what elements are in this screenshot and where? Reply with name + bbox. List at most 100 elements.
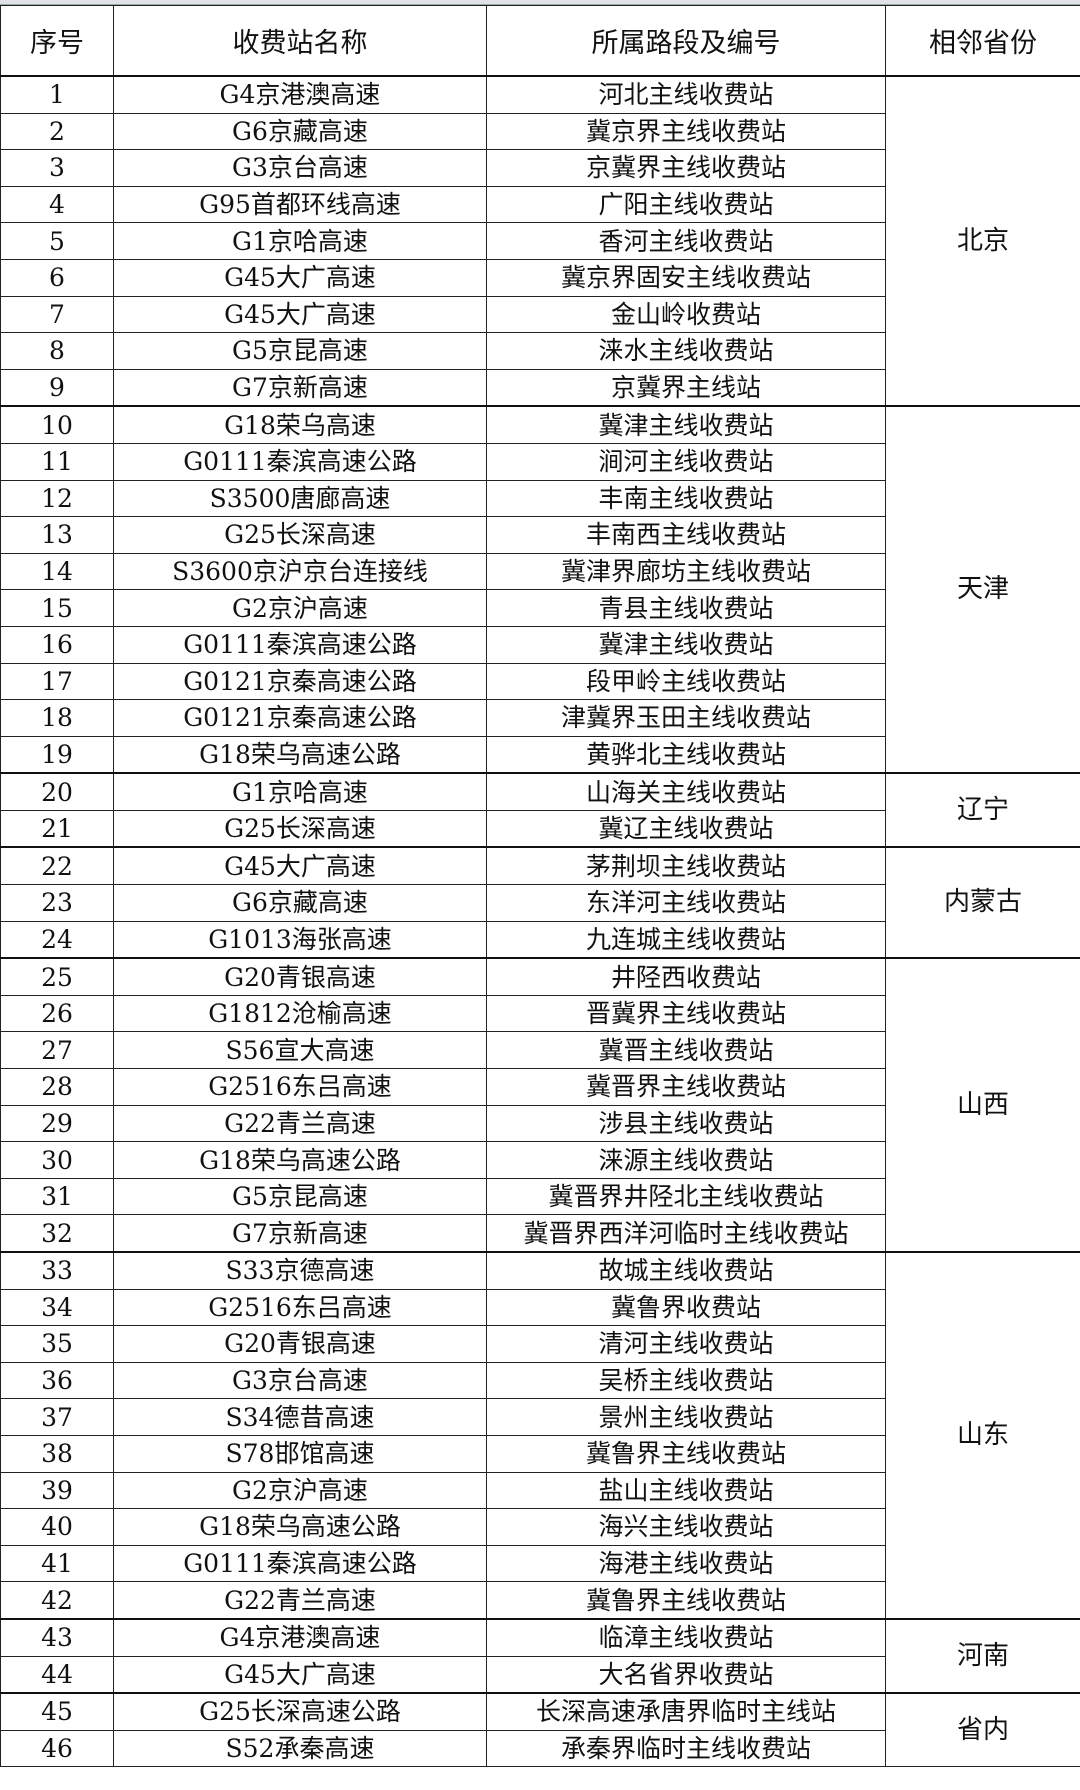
row-road-section: 冀晋界井陉北主线收费站 (486, 1177, 886, 1216)
table-row: 15 G2京沪高速 青县主线收费站 (0, 589, 1080, 627)
table-row: 45 G25长深高速公路 长深高速承唐界临时主线站 省内 (0, 1692, 1080, 1768)
table-row: 4 G95首都环线高速 广阳主线收费站 (0, 185, 1080, 224)
table-row: 43 G4京港澳高速 临漳主线收费站 河南 (0, 1617, 1080, 1694)
row-station-name: G2京沪高速 (113, 1471, 487, 1510)
row-index: 16 (0, 625, 114, 664)
row-road-section: 广阳主线收费站 (486, 185, 886, 224)
row-road-section: 故城主线收费站 (486, 1250, 886, 1290)
row-road-section: 青县主线收费站 (486, 589, 886, 627)
row-road-section: 冀津主线收费站 (486, 625, 886, 664)
row-road-section: 黄骅北主线收费站 (486, 735, 886, 774)
row-index: 34 (0, 1288, 114, 1327)
row-index: 5 (0, 222, 114, 260)
row-road-section: 冀晋界西洋河临时主线收费站 (486, 1214, 886, 1253)
row-road-section: 河北主线收费站 (486, 74, 886, 114)
table-row: 14 S3600京沪京台连接线 冀津界廊坊主线收费站 (0, 552, 1080, 591)
row-index: 23 (0, 884, 114, 922)
row-index: 32 (0, 1214, 114, 1253)
row-road-section: 景州主线收费站 (486, 1398, 886, 1436)
row-index: 9 (0, 368, 114, 407)
table-row: 2 G6京藏高速 冀京界主线收费站 (0, 112, 1080, 151)
row-station-name: G7京新高速 (113, 368, 487, 407)
row-adjacent-province: 河南 (885, 1617, 1080, 1694)
row-road-section: 冀鲁界收费站 (486, 1288, 886, 1327)
row-station-name: S33京德高速 (113, 1250, 487, 1290)
table-row: 38 S78邯馆高速 冀鲁界主线收费站 (0, 1434, 1080, 1473)
row-road-section: 丰南西主线收费站 (486, 516, 886, 554)
table-row: 16 G0111秦滨高速公路 冀津主线收费站 (0, 625, 1080, 664)
row-index: 29 (0, 1104, 114, 1143)
table-row: 13 G25长深高速 丰南西主线收费站 (0, 516, 1080, 554)
row-index: 17 (0, 662, 114, 701)
row-index: 13 (0, 516, 114, 554)
row-station-name: G25长深高速公路 (113, 1692, 487, 1731)
row-index: 19 (0, 735, 114, 774)
table-row: 28 G2516东吕高速 冀晋界主线收费站 (0, 1068, 1080, 1106)
row-road-section: 涞水主线收费站 (486, 332, 886, 370)
row-index: 35 (0, 1325, 114, 1363)
table-row: 30 G18荣乌高速公路 涞源主线收费站 (0, 1141, 1080, 1179)
row-index: 2 (0, 112, 114, 151)
row-road-section: 涞源主线收费站 (486, 1141, 886, 1179)
row-station-name: G22青兰高速 (113, 1581, 487, 1620)
table-row: 42 G22青兰高速 冀鲁界主线收费站 (0, 1581, 1080, 1620)
row-road-section: 山海关主线收费站 (486, 772, 886, 811)
row-station-name: G0111秦滨高速公路 (113, 625, 487, 664)
row-road-section: 承秦界临时主线收费站 (486, 1729, 886, 1768)
row-adjacent-province: 省内 (885, 1692, 1080, 1768)
table-row: 10 G18荣乌高速 冀津主线收费站 天津 (0, 405, 1080, 774)
row-station-name: G2516东吕高速 (113, 1068, 487, 1106)
row-index: 31 (0, 1177, 114, 1216)
table-row: 31 G5京昆高速 冀晋界井陉北主线收费站 (0, 1177, 1080, 1216)
row-index: 42 (0, 1581, 114, 1620)
row-station-name: G20青银高速 (113, 957, 487, 996)
row-road-section: 东洋河主线收费站 (486, 884, 886, 922)
row-road-section: 长深高速承唐界临时主线站 (486, 1692, 886, 1731)
row-index: 36 (0, 1361, 114, 1400)
row-road-section: 冀辽主线收费站 (486, 809, 886, 848)
row-index: 7 (0, 295, 114, 334)
row-station-name: G1京哈高速 (113, 222, 487, 260)
row-station-name: G25长深高速 (113, 809, 487, 848)
table-row: 25 G20青银高速 井陉西收费站 山西 (0, 957, 1080, 1253)
row-index: 18 (0, 699, 114, 737)
row-station-name: S34德昔高速 (113, 1398, 487, 1436)
row-road-section: 大名省界收费站 (486, 1655, 886, 1694)
table-row: 3 G3京台高速 京冀界主线收费站 (0, 149, 1080, 187)
row-index: 45 (0, 1692, 114, 1731)
row-road-section: 涉县主线收费站 (486, 1104, 886, 1143)
row-adjacent-province: 辽宁 (885, 772, 1080, 848)
row-station-name: G18荣乌高速公路 (113, 735, 487, 774)
row-road-section: 金山岭收费站 (486, 295, 886, 334)
row-station-name: S56宣大高速 (113, 1031, 487, 1070)
row-index: 6 (0, 258, 114, 297)
row-road-section: 海港主线收费站 (486, 1544, 886, 1583)
table-row: 46 S52承秦高速 承秦界临时主线收费站 (0, 1729, 1080, 1768)
row-road-section: 香河主线收费站 (486, 222, 886, 260)
row-road-section: 盐山主线收费站 (486, 1471, 886, 1510)
top-strip (0, 0, 1080, 5)
row-station-name: S52承秦高速 (113, 1729, 487, 1768)
row-station-name: G5京昆高速 (113, 1177, 487, 1216)
row-station-name: G18荣乌高速公路 (113, 1141, 487, 1179)
table-row: 41 G0111秦滨高速公路 海港主线收费站 (0, 1544, 1080, 1583)
header-station-name: 收费站名称 (113, 5, 487, 77)
row-adjacent-province: 天津 (885, 405, 1080, 774)
row-adjacent-province: 山东 (885, 1251, 1080, 1620)
row-station-name: G18荣乌高速公路 (113, 1508, 487, 1546)
row-station-name: G2516东吕高速 (113, 1288, 487, 1327)
row-road-section: 冀鲁界主线收费站 (486, 1581, 886, 1620)
row-index: 12 (0, 479, 114, 518)
row-road-section: 冀晋界主线收费站 (486, 1068, 886, 1106)
row-index: 41 (0, 1544, 114, 1583)
table-row: 6 G45大广高速 冀京界固安主线收费站 (0, 258, 1080, 297)
row-index: 33 (0, 1250, 114, 1290)
header-adjacent-province: 相邻省份 (885, 5, 1080, 77)
row-road-section: 段甲岭主线收费站 (486, 662, 886, 701)
row-index: 3 (0, 149, 114, 187)
row-station-name: G1812沧榆高速 (113, 994, 487, 1033)
table-row: 22 G45大广高速 茅荆坝主线收费站 内蒙古 (0, 846, 1080, 959)
table-row: 1 G4京港澳高速 河北主线收费站 北京 (0, 74, 1080, 407)
table-row: 11 G0111秦滨高速公路 涧河主线收费站 (0, 442, 1080, 481)
row-station-name: G20青银高速 (113, 1325, 487, 1363)
